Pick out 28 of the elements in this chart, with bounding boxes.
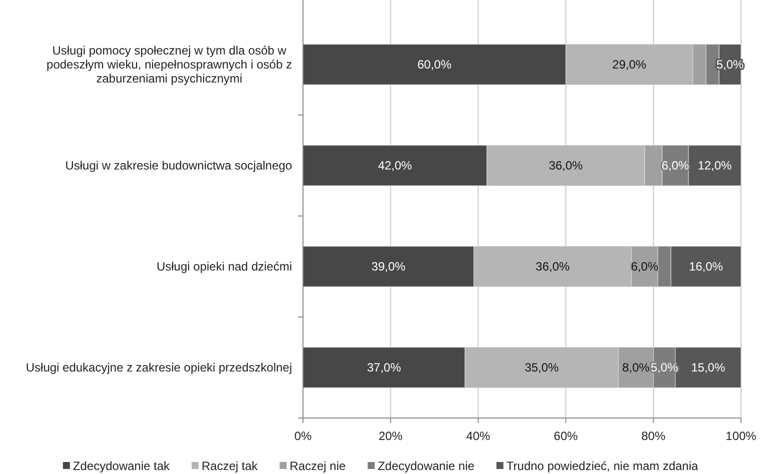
legend-label: Raczej tak: [202, 459, 259, 473]
y-tick-label: Usługi w zakresie budownictwa socjalnego: [65, 158, 292, 172]
y-tick-label: Usługi pomocy społecznej w tym dla osób w podeszłym wieku, niepełnosprawnych i osób z zaburzeniami psychicznymi: [46, 44, 292, 86]
data-label: 6,0%: [630, 260, 659, 274]
y-tick-label: Usługi edukacyjne z zakresie opieki przedszkolnej: [26, 360, 292, 374]
data-label: 36,0%: [536, 260, 570, 274]
x-tick-label: 40%: [466, 429, 491, 443]
x-tick-label: 0%: [294, 429, 312, 443]
data-label: 29,0%: [612, 58, 647, 72]
legend-label: Trudno powiedzieć, nie mam zdania: [506, 459, 698, 473]
x-tick-label: 100%: [726, 429, 757, 443]
data-label: 37,0%: [367, 360, 402, 374]
x-tick-label: 20%: [378, 429, 403, 443]
data-label: 12,0%: [698, 158, 732, 172]
x-tick-label: 80%: [641, 429, 666, 443]
data-label: 36,0%: [548, 158, 584, 172]
x-tick-label: 60%: [554, 429, 578, 443]
legend-label: Zdecydowanie tak: [72, 459, 171, 473]
data-label: 42,0%: [378, 158, 412, 172]
data-label: 60,0%: [417, 58, 452, 72]
data-label: 8,0%: [622, 360, 650, 374]
data-label: 16,0%: [688, 260, 724, 274]
y-tick-label: Usługi opieki nad dziećmi: [156, 260, 292, 274]
data-label: 39,0%: [371, 260, 406, 274]
data-label: 15,0%: [691, 360, 726, 374]
legend-label: Raczej nie: [290, 459, 346, 473]
legend-label: Zdecydowanie nie: [378, 459, 475, 473]
data-label: 35,0%: [524, 360, 560, 374]
